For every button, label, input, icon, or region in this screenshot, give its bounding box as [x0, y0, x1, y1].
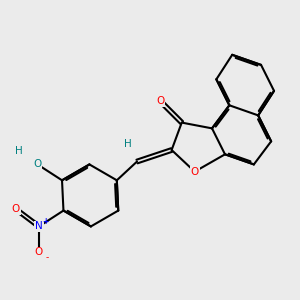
- Text: O: O: [156, 96, 164, 106]
- Text: H: H: [124, 139, 132, 149]
- Text: O: O: [190, 167, 199, 177]
- Text: +: +: [42, 217, 48, 226]
- Text: H: H: [15, 146, 22, 156]
- Text: O: O: [12, 204, 20, 214]
- Text: O: O: [35, 248, 43, 257]
- Text: O: O: [33, 159, 42, 170]
- Text: -: -: [46, 253, 49, 262]
- Text: N: N: [35, 221, 43, 231]
